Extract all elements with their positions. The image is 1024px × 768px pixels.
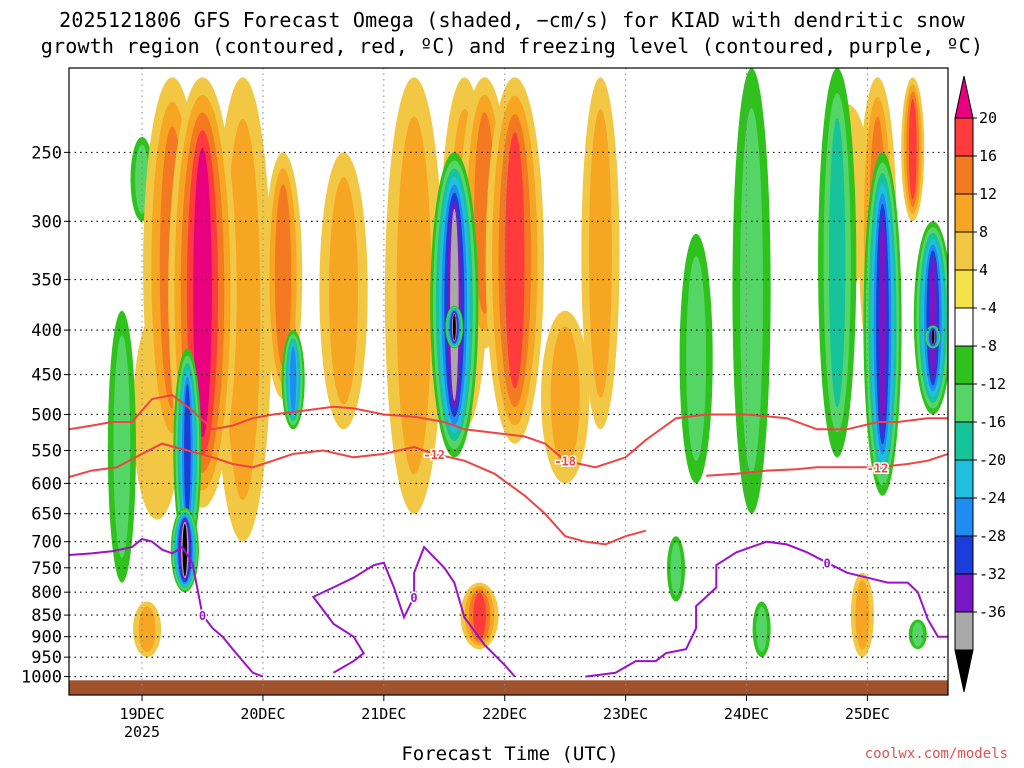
colorbar-label--16: -16 <box>979 413 1006 431</box>
chart-title-line-1: 2025121806 GFS Forecast Omega (shaded, −… <box>59 8 965 32</box>
x-tick-label-24DEC: 24DEC <box>724 705 769 723</box>
colorbar-box-8 <box>954 421 974 461</box>
omega-shade-30-7 <box>450 208 459 401</box>
colorbar-label--24: -24 <box>979 489 1006 507</box>
colorbar-box-0 <box>954 117 974 157</box>
y-tick-label-800: 800 <box>31 583 62 603</box>
y-tick-label-500: 500 <box>31 405 62 425</box>
y-tick-label-1000: 1000 <box>21 668 62 688</box>
colorbar-box-10 <box>954 497 974 537</box>
omega-shade-14-1 <box>113 335 131 559</box>
y-tick-label-750: 750 <box>31 559 62 579</box>
omega-shade-32-8 <box>452 313 456 341</box>
colorbar-box-1 <box>954 155 974 195</box>
colorbar-box-12 <box>954 573 974 613</box>
omega-shade-21-2 <box>828 118 846 408</box>
omega-shade-23-3 <box>505 132 525 389</box>
colorbar-label--20: -20 <box>979 451 1006 469</box>
x-axis-label: Forecast Time (UTC) <box>401 743 619 765</box>
omega-shade-28-6 <box>929 256 937 380</box>
omega-shade-7-1 <box>670 542 682 596</box>
contour-line-2 <box>706 452 948 477</box>
omega-shade-25-4 <box>193 147 212 438</box>
colorbar-bottom-arrow <box>954 649 974 693</box>
colorbar-box-7 <box>954 383 974 423</box>
colorbar-label--32: -32 <box>979 565 1006 583</box>
colorbar-box-2 <box>954 193 974 233</box>
colorbar-box-11 <box>954 535 974 575</box>
contour-label-0: -12 <box>423 448 445 462</box>
terrain-band <box>69 680 948 695</box>
y-tick-label-300: 300 <box>31 212 62 232</box>
colorbar-label-4: 4 <box>979 261 988 279</box>
omega-shade-24-3 <box>908 98 917 200</box>
colorbar-label-12: 12 <box>979 185 997 203</box>
omega-shade-3-1 <box>588 109 612 398</box>
colorbar-label--36: -36 <box>979 603 1006 621</box>
contour-label-1: -18 <box>554 455 576 469</box>
omega-shade-18-2 <box>274 184 292 368</box>
x-tick-label-21DEC: 21DEC <box>361 705 406 723</box>
y-tick-label-950: 950 <box>31 648 62 668</box>
attribution: coolwx.com/models <box>864 746 1008 762</box>
colorbar-label--28: -28 <box>979 527 1006 545</box>
omega-shade-33-8 <box>931 329 935 345</box>
x-tick-sublabel-19DEC: 2025 <box>124 723 160 741</box>
colorbar-top-arrow <box>954 75 974 119</box>
x-tick-label-22DEC: 22DEC <box>482 705 527 723</box>
colorbar-label--4: -4 <box>979 299 997 317</box>
omega-shade-12-1 <box>740 108 764 474</box>
contour-line-4 <box>311 545 516 678</box>
colorbar-label-20: 20 <box>979 109 997 127</box>
y-tick-label-400: 400 <box>31 321 62 341</box>
omega-shade-26-4 <box>290 346 297 414</box>
x-tick-label-20DEC: 20DEC <box>240 705 285 723</box>
contour-line-0 <box>69 442 647 546</box>
omega-shade-22-3 <box>473 592 486 640</box>
omega-shade-6-1 <box>912 622 924 647</box>
x-tick-label-19DEC: 19DEC <box>119 705 164 723</box>
y-tick-label-450: 450 <box>31 366 62 386</box>
plot-frame <box>68 67 949 696</box>
colorbar-box-3 <box>954 231 974 271</box>
y-tick-label-600: 600 <box>31 474 62 494</box>
omega-shade-8-1 <box>396 116 432 475</box>
x-tick-label-23DEC: 23DEC <box>603 705 648 723</box>
y-tick-label-850: 850 <box>31 606 62 626</box>
omega-shade-9-1 <box>329 177 359 405</box>
contour-line-5 <box>585 540 948 678</box>
omega-shade-13-1 <box>686 256 707 461</box>
omega-shade-15-1 <box>756 606 768 653</box>
colorbar-label--12: -12 <box>979 375 1006 393</box>
omega-shade-10-1 <box>550 326 580 468</box>
colorbar-label-8: 8 <box>979 223 988 241</box>
colorbar-box-4 <box>954 269 974 309</box>
y-tick-label-550: 550 <box>31 442 62 462</box>
contour-label-2: -12 <box>867 461 889 475</box>
contour-label-3: 0 <box>199 609 206 623</box>
contour-label-4: 0 <box>410 591 417 605</box>
colorbar-label-16: 16 <box>979 147 997 165</box>
colorbar-box-13 <box>954 611 974 651</box>
y-tick-label-350: 350 <box>31 271 62 291</box>
y-tick-label-250: 250 <box>31 143 62 163</box>
colorbar-label--8: -8 <box>979 337 997 355</box>
colorbar-box-9 <box>954 459 974 499</box>
contour-label-5: 0 <box>823 557 830 571</box>
omega-shade-29-6 <box>878 214 887 434</box>
colorbar-box-6 <box>954 345 974 385</box>
contour-line-1 <box>69 394 948 469</box>
y-tick-label-900: 900 <box>31 628 62 648</box>
colorbar-box-5 <box>954 307 974 347</box>
omega-shade-4-1 <box>138 606 156 653</box>
x-tick-label-25DEC: 25DEC <box>845 705 890 723</box>
y-tick-label-700: 700 <box>31 533 62 553</box>
y-tick-label-650: 650 <box>31 505 62 525</box>
contour-line-3 <box>69 537 264 678</box>
chart-title-line-2: growth region (contoured, red, ºC) and f… <box>40 34 984 58</box>
